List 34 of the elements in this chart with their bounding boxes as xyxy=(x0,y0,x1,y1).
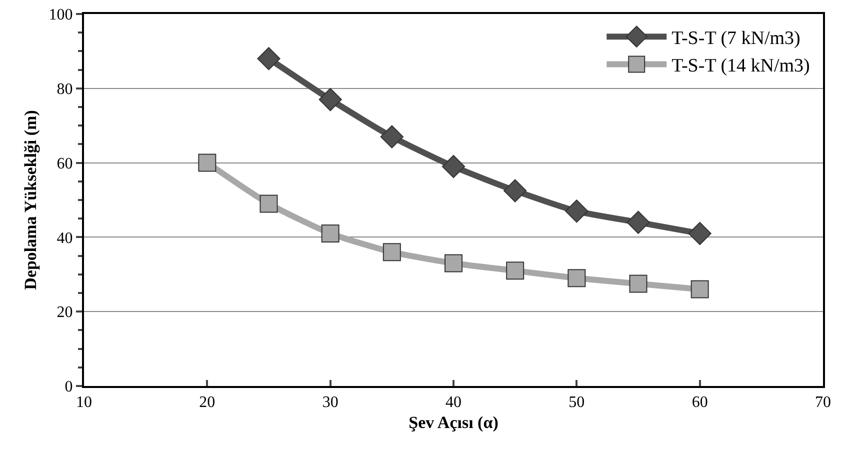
point xyxy=(321,224,340,242)
point xyxy=(626,210,650,234)
point xyxy=(568,269,586,288)
y-tick-label: 100 xyxy=(48,6,73,24)
y-tick-label: 80 xyxy=(56,81,73,98)
point xyxy=(444,254,462,272)
legend-label: T-S-T (14 kN/m3) xyxy=(672,56,810,77)
x-tick-label: 40 xyxy=(446,394,462,412)
point xyxy=(690,280,709,298)
point xyxy=(506,262,524,280)
point xyxy=(629,274,648,293)
point xyxy=(442,154,466,178)
point xyxy=(198,154,216,172)
point xyxy=(380,125,404,148)
y-tick-label: 20 xyxy=(56,304,73,322)
point xyxy=(318,88,342,112)
point xyxy=(504,179,527,202)
y-tick-label: 60 xyxy=(56,155,73,172)
x-tick-label: 20 xyxy=(199,394,216,412)
y-tick-label: 40 xyxy=(56,230,73,247)
point xyxy=(565,200,588,223)
x-tick-label: 60 xyxy=(692,394,708,412)
x-axis-title: Şev Açısı (α) xyxy=(408,413,498,432)
x-tick-label: 50 xyxy=(568,394,585,412)
x-tick-label: 30 xyxy=(322,394,338,412)
legend-label: T-S-T (7 kN/m3) xyxy=(672,28,800,49)
x-tick-label: 10 xyxy=(76,394,92,412)
point xyxy=(260,194,278,213)
y-tick-label: 0 xyxy=(64,378,73,396)
point xyxy=(382,243,401,262)
x-tick-label: 70 xyxy=(815,394,831,412)
y-axis-title: Depolama Yükseklği (m) xyxy=(20,110,40,290)
point xyxy=(688,222,712,246)
point xyxy=(257,47,280,70)
